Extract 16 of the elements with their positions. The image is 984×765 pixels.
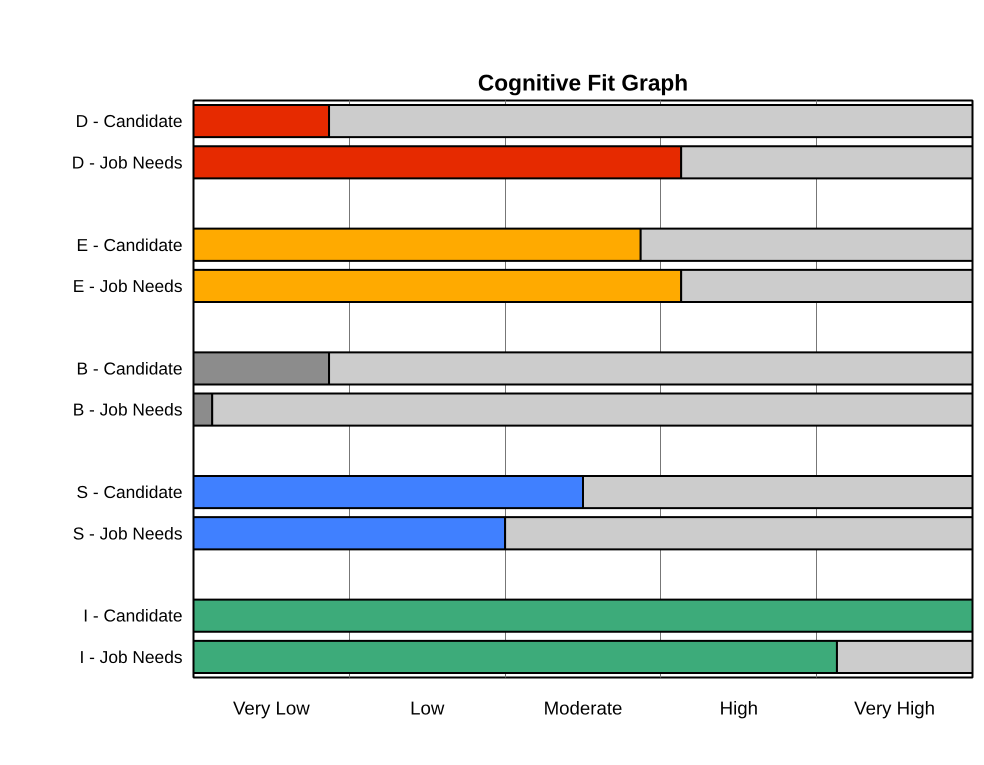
y-tick-label: D - Job Needs bbox=[72, 152, 183, 172]
y-tick-label: I - Job Needs bbox=[79, 646, 183, 667]
text: Moderate bbox=[544, 698, 622, 718]
y-tick-label: I - Candidate bbox=[83, 606, 183, 626]
y-tick-label: E - Job Needs bbox=[72, 276, 183, 296]
y-tick-label: E - Candidate bbox=[76, 234, 183, 255]
text: Very Low bbox=[233, 698, 310, 718]
text: Low bbox=[410, 698, 445, 718]
text: High bbox=[720, 698, 758, 718]
y-tick-label: S - Candidate bbox=[76, 482, 183, 502]
y-tick-label: S - Job Needs bbox=[72, 523, 183, 544]
chart-title: Cognitive Fit Graph bbox=[478, 70, 688, 96]
y-tick-label: D - Candidate bbox=[76, 111, 183, 132]
y-tick-label: B - Candidate bbox=[76, 358, 183, 378]
text: Very High bbox=[854, 698, 936, 718]
y-tick-label: B - Job Needs bbox=[72, 400, 183, 420]
